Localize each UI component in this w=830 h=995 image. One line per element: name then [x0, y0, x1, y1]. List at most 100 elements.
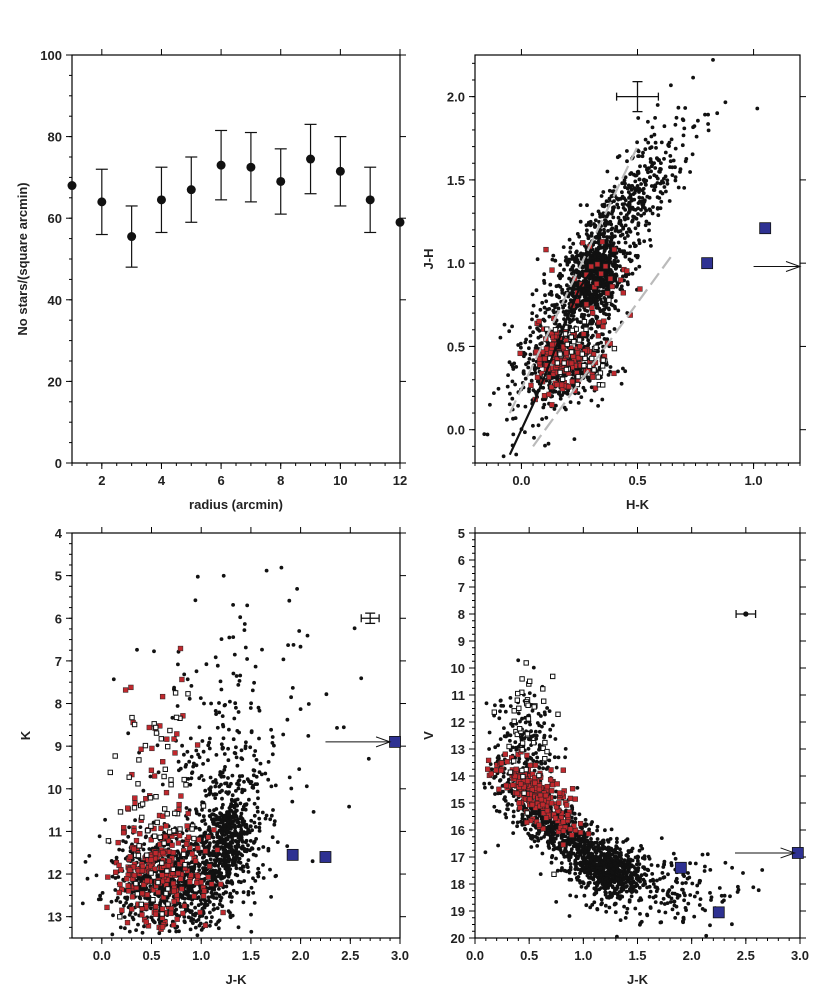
star-point — [111, 913, 115, 918]
member-point — [148, 857, 154, 863]
star-point — [230, 837, 235, 842]
star-point — [236, 925, 241, 930]
y-axis-label: V — [421, 731, 436, 740]
star-point — [238, 860, 243, 865]
star-point — [511, 416, 515, 421]
member-point — [171, 888, 177, 894]
y-axis-label: J-H — [421, 249, 436, 270]
star-point — [645, 194, 650, 199]
star-point — [572, 307, 577, 312]
star-point — [590, 212, 595, 217]
star-point — [646, 119, 650, 124]
star-point — [256, 874, 261, 879]
star-point — [215, 725, 220, 730]
member-point — [143, 919, 149, 925]
star-point — [126, 731, 131, 736]
star-point — [118, 900, 123, 904]
star-point — [641, 150, 645, 155]
star-point — [234, 705, 238, 710]
star-point — [208, 775, 213, 780]
star-point — [632, 186, 637, 191]
star-point — [214, 891, 219, 896]
star-point — [257, 736, 261, 741]
star-point — [608, 365, 613, 369]
star-point — [116, 875, 121, 879]
member-point — [198, 879, 204, 885]
star-point — [578, 219, 583, 224]
member-point — [139, 867, 146, 874]
star-point — [235, 797, 240, 802]
star-point — [653, 116, 657, 120]
star-point — [211, 851, 215, 856]
member-point — [180, 910, 186, 917]
star-point — [189, 776, 194, 781]
star-point — [213, 868, 218, 873]
star-point — [335, 726, 339, 730]
x-tick-label: 2.5 — [341, 948, 359, 963]
member-point — [196, 837, 202, 843]
star-point — [192, 864, 197, 869]
star-point — [602, 249, 607, 254]
member-point — [115, 839, 121, 846]
star-point — [269, 813, 274, 818]
star-point — [620, 232, 625, 237]
star-point — [537, 328, 542, 333]
open-point — [155, 879, 161, 886]
star-point — [543, 310, 548, 315]
star-point — [242, 830, 246, 834]
star-point — [595, 298, 599, 303]
x-tick-label: 1.5 — [628, 948, 646, 963]
star-point — [552, 407, 557, 411]
star-point — [245, 831, 249, 836]
star-point — [638, 164, 642, 169]
star-point — [641, 191, 646, 196]
star-point — [606, 306, 611, 311]
star-point — [605, 238, 609, 243]
member-point — [129, 906, 135, 912]
density-point — [306, 154, 316, 164]
star-point — [516, 403, 520, 408]
open-point — [568, 349, 575, 355]
member-point — [193, 880, 200, 886]
star-point — [209, 785, 213, 790]
open-point — [144, 852, 150, 858]
star-point — [266, 760, 271, 764]
star-point — [586, 234, 591, 239]
star-point — [516, 343, 521, 347]
open-point — [170, 866, 177, 872]
star-point — [603, 218, 608, 223]
star-point — [535, 257, 540, 262]
star-point — [233, 751, 238, 756]
open-point — [177, 826, 183, 832]
star-point — [201, 749, 206, 754]
star-point — [232, 824, 237, 828]
star-point — [585, 264, 590, 268]
arrow — [753, 261, 802, 272]
star-point — [572, 284, 577, 288]
star-point — [591, 333, 595, 338]
star-point — [238, 615, 243, 620]
star-point — [599, 300, 604, 304]
star-point — [633, 226, 638, 231]
star-point — [578, 203, 583, 208]
star-point — [581, 881, 586, 886]
y-tick-label: 1.5 — [447, 173, 465, 188]
panel-color-color: 0.0 0.5 1.00.00.51.01.52.0H-KJ-H — [421, 49, 806, 512]
star-point — [706, 112, 710, 117]
star-point — [651, 188, 656, 192]
star-point — [648, 175, 652, 180]
member-point — [153, 911, 159, 917]
member-point — [624, 268, 630, 274]
star-point — [549, 289, 554, 294]
star-point — [228, 699, 232, 704]
star-point — [646, 170, 650, 175]
star-point — [530, 292, 535, 297]
star-point — [229, 840, 234, 845]
star-point — [530, 371, 534, 376]
member-point — [119, 907, 125, 913]
member-point — [195, 845, 201, 851]
open-point — [133, 880, 139, 887]
star-point — [197, 776, 202, 781]
star-point — [640, 188, 645, 193]
star-point — [222, 768, 227, 772]
